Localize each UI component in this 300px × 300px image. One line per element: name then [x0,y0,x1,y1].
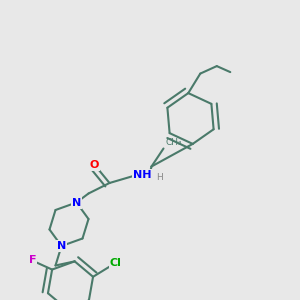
Text: CH₃: CH₃ [165,138,181,147]
Text: Cl: Cl [110,258,122,268]
Text: H: H [156,172,163,182]
Text: N: N [72,197,81,208]
Text: O: O [90,160,99,170]
Text: N: N [57,241,66,251]
Text: F: F [29,255,36,265]
Text: NH: NH [133,170,152,181]
